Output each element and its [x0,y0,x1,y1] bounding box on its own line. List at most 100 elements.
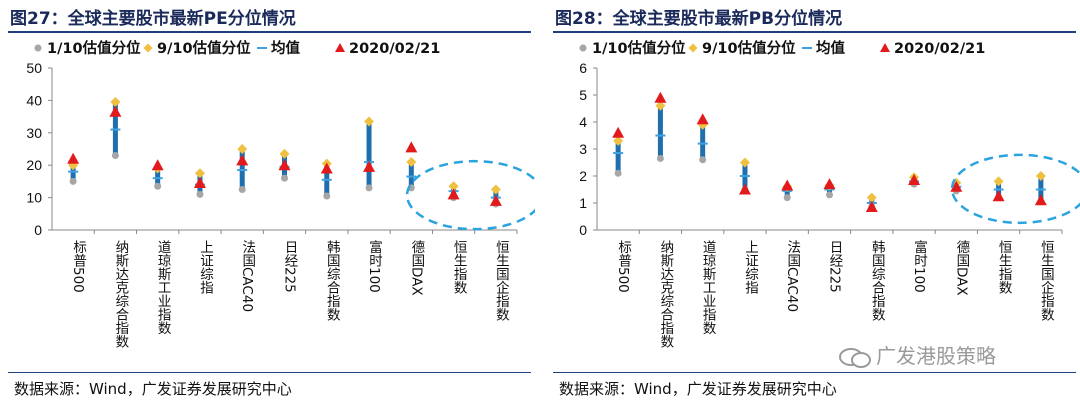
pe-figure-caption: ：全球主要股市最新PE分位情况 [50,9,296,29]
pb-figure-number: 图28 [555,9,596,29]
latest-marker [193,177,206,189]
p10-marker [111,151,119,159]
pb-chart: 1/10估值分位 9/10估值分位 均值 2020/02/21 0 1 2 3 4 5 6 标普500… [579,39,1080,349]
category-label: 韩国综合指数 [324,240,341,322]
p90-marker [406,156,417,167]
y-tick-label: 5 [579,87,587,103]
y-tick-label: 0 [34,222,42,238]
p10-marker [238,186,246,193]
watermark-text: 广发港股策略 [876,344,996,368]
category-label: 恒生指数 [996,240,1013,295]
latest-marker [405,141,418,153]
p90-marker [237,144,248,154]
category-label: 标普500 [70,240,87,293]
category-label: 韩国综合指数 [869,240,886,322]
category-label: 上证综指 [197,240,214,295]
p10-marker [323,192,331,200]
p90-marker [739,157,750,168]
p10-marker [783,194,791,202]
category-label: 恒生国企指数 [493,240,510,322]
pe-title-rule [8,31,531,33]
p10-marker [365,184,373,192]
pe-source: 数据来源：Wind，广发证券发展研究中心 [14,380,292,398]
y-tick-label: 20 [26,157,42,173]
p10-marker [281,174,288,182]
pb-panel: 图28：全球主要股市最新PB分位情况 1/10估值分位 9/10估值分位 均值 202… [545,0,1080,405]
latest-marker [654,91,667,103]
latest-marker [738,183,751,195]
latest-marker [865,201,878,213]
p10-marker [699,156,707,164]
category-label: 法国CAC40 [784,240,801,312]
latest-marker [908,174,921,186]
category-label: 标普500 [615,240,632,293]
latest-marker [950,180,963,192]
p10-marker [656,154,664,162]
y-tick-label: 4 [579,114,587,130]
legend-marker-latest [335,43,345,52]
p90-marker [194,168,205,179]
p90-marker [1035,171,1046,181]
latest-marker [1034,194,1047,206]
y-tick-label: 40 [26,92,42,108]
latest-marker [612,126,625,138]
legend: 1/10估值分位 9/10估值分位 均值 2020/02/21 [579,39,985,57]
legend-marker-p10 [34,44,42,52]
latest-marker [992,190,1005,202]
y-tick-label: 10 [26,190,42,206]
pe-bottom-rule [8,372,531,373]
p10-marker [826,191,833,199]
category-label: 道琼斯工业指数 [700,240,717,335]
latest-marker [109,105,122,117]
p90-marker [448,181,459,192]
p10-marker [196,190,204,198]
category-label: 日经225 [827,240,844,293]
y-tick-label: 2 [579,168,587,184]
p90-marker [655,100,666,111]
legend-label: 2020/02/21 [894,41,985,57]
p90-marker [279,148,290,159]
highlight-ellipse [405,159,535,231]
category-label: 上证综指 [742,240,759,295]
category-label: 恒生指数 [451,240,468,295]
latest-marker [151,159,164,171]
legend: 1/10估值分位 9/10估值分位 均值 2020/02/21 [34,39,440,57]
p10-marker [69,177,77,185]
y-tick-label: 3 [579,141,587,157]
pb-title-rule [553,31,1076,33]
p90-marker [993,176,1004,187]
latest-marker [320,162,333,174]
legend-marker-p90 [143,43,153,53]
legend-label: 9/10估值分位 [702,39,796,57]
p90-marker [613,135,624,146]
latest-marker [67,152,80,164]
p90-marker [364,116,375,127]
category-label: 德国DAX [408,240,425,296]
legend-label: 1/10估值分位 [592,39,686,57]
wechat-icon [839,347,871,368]
latest-marker [823,178,836,190]
legend-marker-p10 [579,44,587,52]
category-label: 日经225 [282,240,299,293]
legend-marker-latest [880,43,890,52]
category-label: 纳斯达克综合指数 [657,240,674,349]
legend-label: 均值 [271,39,300,57]
watermark: 广发港股策略 [838,340,996,369]
latest-marker [363,160,376,172]
latest-marker [236,154,249,166]
category-label: 富时100 [911,239,927,293]
pe-chart: 1/10估值分位 9/10估值分位 均值 2020/02/21 0 10 20 30 40 50 标… [26,39,535,348]
p10-marker [614,169,622,177]
pe-panel: 图27：全球主要股市最新PE分位情况 1/10估值分位 9/10估值分位 均值 202… [0,0,535,405]
p90-marker [110,97,121,108]
category-label: 德国DAX [953,240,970,296]
y-tick-label: 50 [26,60,42,76]
highlight-ellipse [950,153,1080,225]
latest-marker [489,194,502,206]
latest-marker [781,179,794,191]
legend-label: 均值 [816,39,845,57]
pb-figure-caption: ：全球主要股市最新PB分位情况 [595,9,843,29]
legend-label: 9/10估值分位 [157,39,251,57]
category-label: 法国CAC40 [239,240,256,312]
latest-marker [278,159,291,171]
